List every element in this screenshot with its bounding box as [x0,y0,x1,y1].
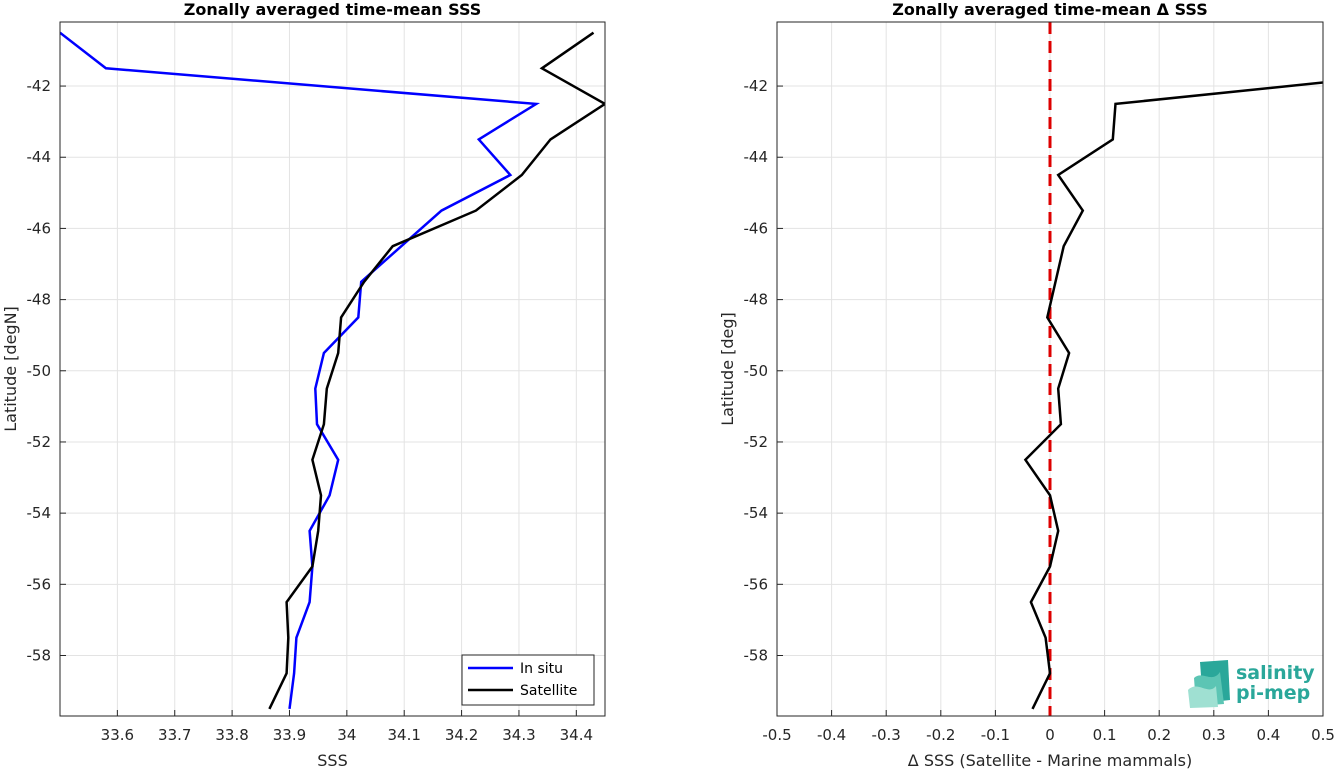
p1-x-axis-label: Δ SSS (Satellite - Marine mammals) [908,751,1192,769]
p1-y-tick-label: -52 [744,433,769,451]
p0-x-tick-label: 34.3 [502,726,535,744]
p1-y-tick-label: -58 [744,646,769,664]
p1-x-tick-label: 0.4 [1256,726,1280,744]
p0-y-tick-label: -44 [27,148,52,166]
p1-x-tick-label: -0.3 [872,726,901,744]
p1-x-tick-label: -0.4 [817,726,846,744]
p0-y-axis-label: Latitude [degN] [1,306,20,432]
legend-label-satellite: Satellite [520,683,577,699]
p0-x-tick-label: 34.1 [388,726,421,744]
p1-y-tick-label: -56 [744,575,769,593]
p0-y-tick-label: -56 [27,575,52,593]
p1-x-tick-label: 0.1 [1093,726,1117,744]
logo-text-salinity: salinity [1236,662,1315,684]
p0-x-tick-label: 33.9 [273,726,306,744]
p0-chart-title: Zonally averaged time-mean SSS [184,0,482,19]
p0-y-tick-label: -42 [27,77,52,95]
p1-x-tick-label: -0.5 [762,726,791,744]
p1-y-tick-label: -42 [744,77,769,95]
p0-series-line-in-situ [60,31,541,710]
p1-x-tick-label: -0.1 [981,726,1010,744]
p1-x-tick-label: 0.5 [1311,726,1335,744]
p1-y-tick-label: -50 [744,362,769,380]
p0-y-tick-label: -58 [27,646,52,664]
p0-x-tick-label: 34.2 [445,726,478,744]
p0-y-tick-label: -52 [27,433,52,451]
p0-axes-frame [59,21,606,717]
left-chart-panel: 33.6 33.7 33.8 33.9 34 34.1 34.2 34.3 34.4 -58 -56… [1,0,606,769]
right-chart-panel: -0.5 -0.4 -0.3 -0.2 -0.1 0 0.1 0.2 0.3 0.4 0.5 -58 -… [718,0,1335,769]
p1-y-tick-label: -44 [744,148,769,166]
legend-box [461,654,595,706]
p1-axes-frame [776,21,1324,717]
p0-x-axis-label: SSS [317,751,347,769]
p1-y-axis-label: Latitude [deg] [718,312,737,426]
legend: In situ Satellite [461,654,595,706]
p0-x-tick-label: 33.8 [215,726,248,744]
p0-series-line-satellite [268,31,605,710]
p1-x-tick-label: -0.2 [926,726,955,744]
p0-x-tick-label: 34 [337,726,356,744]
p1-x-tick-label: 0.2 [1147,726,1171,744]
p1-x-tick-label: 0 [1045,726,1055,744]
p1-x-tick-label: 0.3 [1202,726,1226,744]
p1-series-line-delta [1023,81,1323,710]
p1-y-tick-label: -46 [744,219,769,237]
wave-stack-icon [1188,660,1230,708]
salinity-pimep-logo: salinity pi-mep [1188,660,1315,708]
p0-y-tick-label: -46 [27,219,52,237]
p0-x-tick-label: 33.7 [158,726,191,744]
p0-y-tick-label: -48 [27,291,52,309]
p1-y-tick-label: -54 [744,504,769,522]
p0-y-tick-label: -50 [27,362,52,380]
p0-x-tick-label: 34.4 [560,726,593,744]
p0-x-tick-label: 33.6 [101,726,134,744]
p1-y-tick-label: -48 [744,291,769,309]
p1-chart-title: Zonally averaged time-mean Δ SSS [892,0,1208,19]
legend-label-in-situ: In situ [520,661,563,677]
p0-y-tick-label: -54 [27,504,52,522]
logo-text-pimep: pi-mep [1236,682,1310,704]
